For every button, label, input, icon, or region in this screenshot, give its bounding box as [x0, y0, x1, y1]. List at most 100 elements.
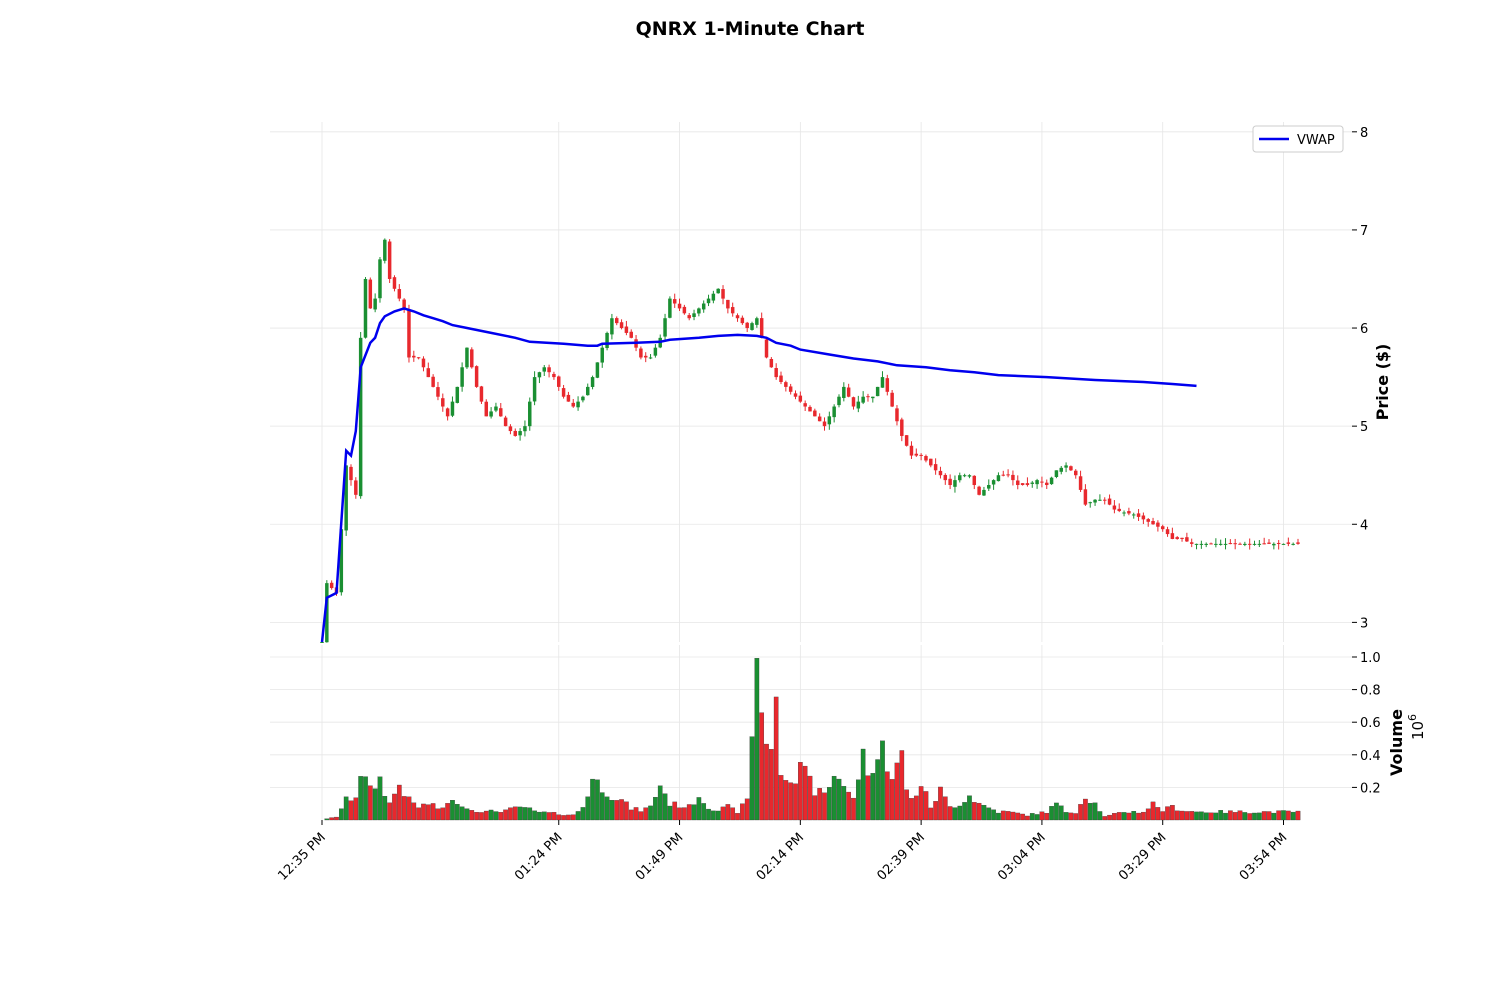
volume-bar	[952, 807, 958, 821]
price-tick-label: 7	[1360, 224, 1368, 239]
candle-body	[1006, 474, 1010, 476]
volume-bar	[735, 813, 740, 821]
volume-bar	[1179, 810, 1185, 821]
candle-body	[407, 309, 411, 358]
volume-bars	[324, 658, 1301, 821]
candle-body	[682, 306, 687, 314]
volume-bar	[947, 806, 953, 821]
legend-box	[1252, 125, 1344, 153]
volume-bar	[783, 780, 789, 821]
candle-body	[518, 431, 522, 436]
candle-body	[1151, 521, 1155, 525]
candle-body	[431, 376, 435, 387]
candle-body	[542, 367, 546, 372]
volume-bar	[648, 805, 653, 821]
candle-body	[759, 318, 764, 338]
candle-body	[875, 386, 880, 397]
volume-bar	[836, 778, 842, 821]
volume-bar	[479, 812, 484, 821]
volume-bar	[884, 771, 890, 821]
volume-bar	[396, 784, 402, 821]
candle-body	[962, 475, 967, 477]
volume-bar	[1252, 812, 1257, 821]
candle-body	[1286, 542, 1291, 544]
candle-body	[339, 529, 344, 593]
candle-body	[716, 288, 720, 294]
candle-body	[890, 392, 894, 407]
volume-bar	[1155, 807, 1161, 821]
candle-body	[721, 289, 725, 299]
candle-body	[441, 398, 445, 407]
candle-body	[363, 278, 368, 338]
volume-bar	[754, 658, 760, 821]
candle-body	[1185, 537, 1189, 542]
volume-bar	[503, 809, 508, 821]
candle-body	[1199, 543, 1204, 545]
volume-bar	[918, 786, 924, 821]
candle-body	[750, 323, 754, 330]
candle-body	[1165, 529, 1170, 535]
candle-body	[1267, 542, 1271, 544]
volume-bar	[1126, 812, 1132, 821]
price-grid	[270, 122, 1352, 642]
volume-bar	[957, 805, 963, 821]
volume-bar	[1141, 811, 1146, 821]
candle-body	[610, 318, 614, 335]
volume-bar	[512, 806, 518, 821]
candle-body	[532, 377, 537, 402]
legend-label: VWAP	[1297, 133, 1335, 148]
volume-bar	[454, 804, 460, 821]
volume-bar	[1208, 812, 1214, 821]
candle-body	[1136, 513, 1141, 517]
candle-body	[1098, 499, 1102, 501]
volume-bar	[1112, 813, 1117, 821]
candle-body	[861, 396, 865, 403]
candle-body	[479, 386, 484, 402]
volume-bar	[667, 805, 673, 821]
volume-bar	[715, 810, 721, 821]
candle-body	[1276, 542, 1281, 544]
volume-bar	[1020, 813, 1025, 821]
volume-bar	[1237, 810, 1243, 821]
candle-body	[523, 426, 527, 432]
volume-bar	[686, 804, 692, 821]
candle-body	[561, 388, 566, 397]
candle-body	[1247, 543, 1252, 545]
candle-body	[745, 322, 749, 329]
candle-body	[373, 298, 377, 310]
candle-body	[991, 480, 996, 485]
volume-bar	[348, 800, 354, 821]
legend[interactable]: VWAP	[1252, 125, 1344, 153]
candle-body	[528, 401, 532, 427]
volume-bar	[773, 696, 779, 821]
volume-bar	[793, 783, 798, 821]
volume-bar	[541, 811, 547, 821]
volume-bar	[1010, 811, 1016, 821]
volume-bar	[894, 762, 900, 821]
volume-bar	[1000, 810, 1006, 821]
volume-bar	[1083, 798, 1088, 821]
volume-bar	[720, 806, 726, 821]
volume-bar	[1087, 802, 1093, 821]
candle-body	[358, 337, 363, 497]
candle-body	[1262, 543, 1266, 545]
volume-tick-label: 0.6	[1360, 716, 1381, 731]
volume-bar	[1044, 813, 1050, 821]
vwap-layer	[320, 307, 1197, 643]
candle-body	[1141, 515, 1146, 520]
x-tick-label: 02:14 PM	[754, 830, 807, 883]
volume-bar	[604, 796, 610, 821]
volume-bar	[1015, 812, 1021, 821]
candle-body	[383, 239, 387, 261]
candle-body	[455, 386, 460, 403]
volume-bar	[996, 812, 1001, 821]
candle-body	[793, 393, 798, 397]
volume-tick-label: 0.8	[1360, 684, 1381, 699]
volume-bar	[928, 807, 934, 821]
candle-body	[1059, 467, 1063, 472]
volume-bar	[730, 807, 736, 821]
volume-bar	[1232, 812, 1238, 821]
candle-body	[1189, 542, 1194, 544]
volume-bar	[1078, 804, 1083, 821]
